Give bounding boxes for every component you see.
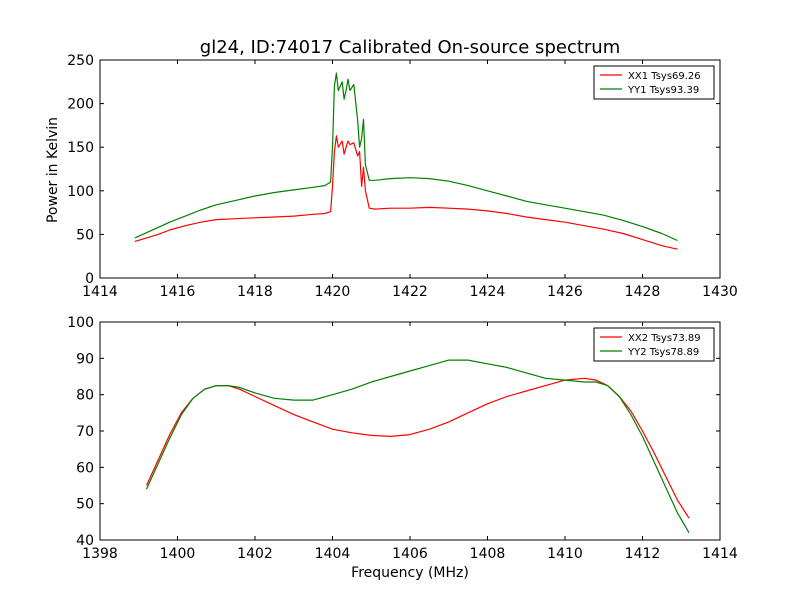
x-tick-label: 1414 [82,284,118,300]
x-tick-label: 1400 [160,546,196,562]
y-tick-label: 40 [76,533,94,549]
legend: XX2 Tsys73.89 YY2 Tsys78.89 [593,327,715,362]
bottom-plot: 1398 1400 1402 1404 1406 1408 1410 1412 1414 40 50… [67,315,738,562]
y-tick-label: 50 [76,227,94,243]
top-y-axis-label: Power in Kelvin [45,117,61,223]
legend-entry: XX1 Tsys69.26 [628,71,701,82]
x-tick-label: 1406 [392,546,428,562]
series-line-xx [134,135,678,250]
bottom-x-axis-label: Frequency (MHz) [351,565,469,581]
x-tick-label: 1404 [315,546,351,562]
legend: XX1 Tsys69.26 YY1 Tsys93.39 [593,65,715,100]
y-tick-label: 50 [76,497,94,513]
legend-box [593,65,715,100]
y-tick-label: 0 [85,271,94,287]
x-tick-label: 1412 [625,546,661,562]
series-line-yy [134,72,678,242]
chart-title: gl24, ID:74017 Calibrated On-source spec… [200,37,620,58]
y-tick-label: 150 [67,140,94,156]
y-tick-label: 250 [67,53,94,69]
legend-entry: XX2 Tsys73.89 [628,333,701,344]
x-tick-label: 1420 [315,284,351,300]
legend-entry: YY1 Tsys93.39 [627,85,699,96]
y-tick-label: 70 [76,424,94,440]
x-tick-label: 1418 [237,284,273,300]
x-tick-label: 1422 [392,284,428,300]
legend-box [593,327,715,362]
x-tick-label: 1416 [160,284,196,300]
x-tick-label: 1426 [547,284,583,300]
x-tick-label: 1408 [470,546,506,562]
x-tick-label: 1398 [82,546,118,562]
y-tick-label: 200 [67,97,94,113]
x-tick-label: 1430 [702,284,738,300]
y-tick-label: 60 [76,460,94,476]
x-tick-label: 1428 [625,284,661,300]
y-tick-label: 90 [76,351,94,367]
x-tick-label: 1402 [237,546,273,562]
y-tick-label: 100 [67,315,94,331]
series-line-yy [145,359,690,534]
x-tick-label: 1424 [470,284,506,300]
x-tick-label: 1414 [702,546,738,562]
x-tick-label: 1410 [547,546,583,562]
top-plot: 1414 1416 1418 1420 1422 1424 1426 1428 1430 0 50 1… [67,53,738,300]
y-tick-label: 100 [67,184,94,200]
y-tick-label: 80 [76,388,94,404]
legend-entry: YY2 Tsys78.89 [627,347,699,358]
